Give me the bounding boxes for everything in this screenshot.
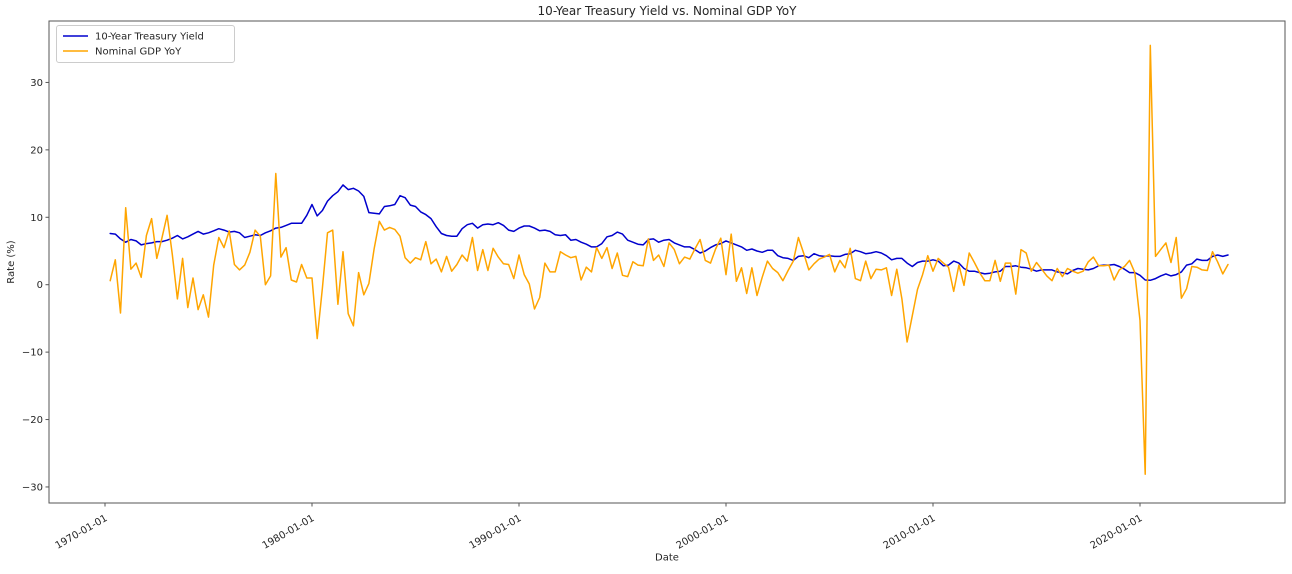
x-tick-label: 2000-01-01	[675, 513, 731, 552]
y-axis-ticks: 30 20 10 0 −10 −20 −30	[22, 78, 49, 494]
gdp-yoy-line	[109, 44, 1229, 475]
legend: 10-Year Treasury Yield Nominal GDP YoY	[56, 25, 235, 63]
y-tick-label: −20	[22, 415, 43, 426]
legend-box	[56, 25, 235, 63]
x-axis-ticks: 1970-01-01 1980-01-01 1990-01-01 2000-01-01…	[54, 503, 1145, 552]
y-tick-label: 30	[30, 78, 43, 89]
y-axis-label: Rate (%)	[6, 240, 17, 284]
x-tick-label: 1980-01-01	[261, 513, 317, 552]
y-tick-label: −30	[22, 483, 43, 494]
legend-label-1: Nominal GDP YoY	[95, 47, 182, 58]
x-axis-label: Date	[655, 553, 679, 564]
series-lines	[109, 44, 1229, 475]
y-tick-label: 10	[30, 213, 43, 224]
x-tick-label: 1970-01-01	[54, 513, 110, 552]
y-tick-label: 0	[37, 280, 43, 291]
y-tick-label: −10	[22, 348, 43, 359]
plot-border	[48, 20, 1286, 504]
legend-label-0: 10-Year Treasury Yield	[95, 32, 204, 43]
x-tick-label: 2010-01-01	[882, 513, 938, 552]
chart-title: 10-Year Treasury Yield vs. Nominal GDP Y…	[538, 4, 798, 18]
x-tick-label: 2020-01-01	[1089, 513, 1145, 552]
x-tick-label: 1990-01-01	[468, 513, 524, 552]
y-tick-label: 20	[30, 145, 43, 156]
